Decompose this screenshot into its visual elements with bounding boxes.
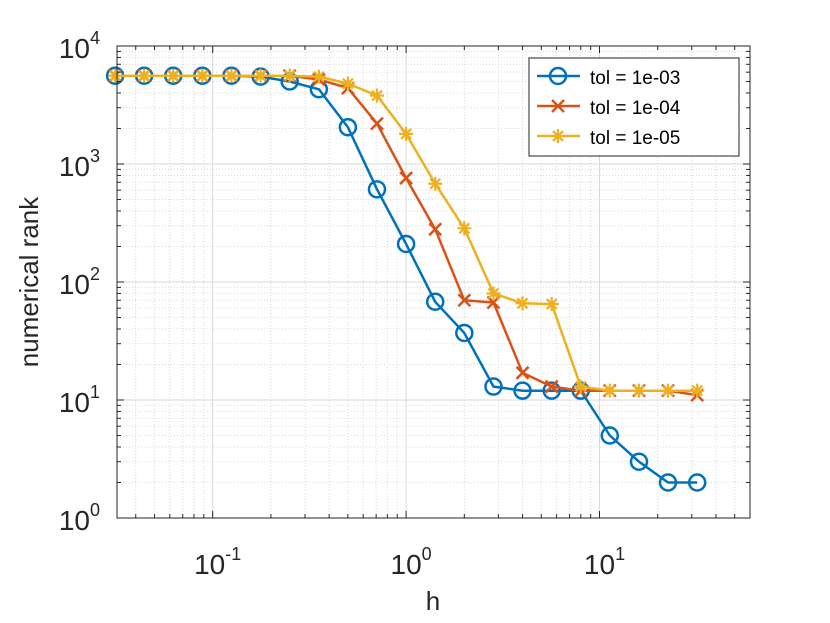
data-point: [600, 426, 620, 445]
data-point: [629, 452, 649, 471]
data-point: [690, 383, 705, 398]
data-point: [515, 365, 530, 380]
data-point: [687, 473, 707, 492]
y-tick-label: 100: [59, 500, 100, 536]
legend-marker: [551, 99, 565, 113]
data-point: [137, 68, 152, 83]
y-tick-label: 103: [59, 146, 100, 182]
x-tick-label: 101: [584, 544, 625, 580]
data-point: [457, 293, 472, 308]
legend-entry-3: tol = 1e-05: [537, 128, 680, 149]
data-point: [455, 323, 474, 343]
data-point: [311, 69, 326, 84]
legend-swatch-tol-1e-05: [537, 129, 580, 143]
legend: tol = 1e-03 tol = 1e-04 tol = 1e-05: [528, 57, 740, 157]
legend-entry-2: tol = 1e-04: [537, 98, 681, 119]
data-point: [396, 234, 416, 254]
data-point: [369, 88, 384, 103]
data-point: [399, 126, 414, 141]
legend-label-tol-1e-05: tol = 1e-05: [590, 128, 680, 149]
data-point: [631, 383, 646, 398]
data-point: [515, 296, 530, 311]
data-point: [428, 176, 443, 191]
x-tick-label: 100: [391, 544, 432, 580]
data-point: [282, 68, 297, 83]
data-point: [338, 117, 358, 137]
data-point: [544, 379, 559, 394]
data-point: [513, 381, 532, 400]
data-point: [224, 68, 239, 83]
y-axis-title: numerical rank: [14, 196, 44, 368]
legend-marker: [551, 129, 565, 143]
data-point: [542, 381, 561, 400]
ticks: [117, 45, 751, 519]
y-tick-label: 101: [59, 382, 100, 418]
data-point: [399, 171, 413, 185]
data-point: [108, 68, 123, 83]
data-point: [428, 222, 443, 237]
data-point: [425, 292, 445, 312]
data-point: [660, 383, 675, 398]
legend-entry-1: tol = 1e-03: [537, 66, 680, 89]
legend-swatch-tol-1e-04: [537, 99, 580, 113]
data-point: [457, 221, 472, 236]
tick-labels: 10-1 100 101 100 101 102 103 104: [59, 28, 625, 580]
data-point: [602, 383, 617, 398]
y-tick-label: 104: [59, 28, 100, 64]
data-point: [544, 297, 559, 312]
data-point: [367, 180, 387, 199]
data-point: [573, 379, 588, 394]
legend-marker: [548, 66, 568, 86]
legend-label-tol-1e-04: tol = 1e-04: [590, 98, 681, 119]
legend-label-tol-1e-03: tol = 1e-03: [590, 68, 680, 89]
x-tick-label: 10-1: [194, 544, 241, 580]
data-point: [340, 76, 355, 91]
legend-swatch-tol-1e-03: [537, 66, 580, 86]
data-point: [166, 68, 181, 83]
x-axis-title: h: [426, 586, 440, 616]
data-point: [486, 286, 501, 301]
y-tick-label: 102: [59, 264, 100, 300]
data-point: [195, 68, 210, 83]
data-point: [370, 116, 384, 131]
data-point: [484, 377, 503, 396]
data-point: [253, 68, 268, 83]
data-point: [658, 473, 678, 492]
